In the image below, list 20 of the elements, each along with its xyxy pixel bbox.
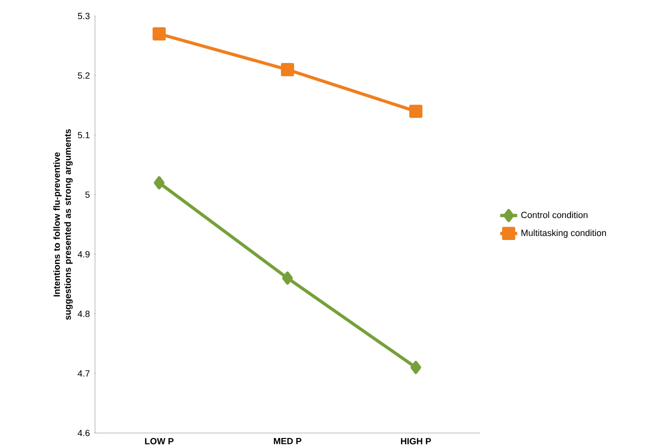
- point: [409, 104, 422, 118]
- legend-label: Multitasking condition: [522, 229, 606, 238]
- point: [154, 176, 164, 190]
- y-tick-label: 4.6: [78, 430, 90, 436]
- point: [280, 63, 294, 76]
- y-tick-label: 4.9: [78, 251, 90, 258]
- y-tick-label: 5.2: [78, 72, 90, 79]
- y-tick-label: 4.8: [78, 310, 90, 318]
- point: [410, 360, 422, 374]
- y-tick-label: 5.3: [78, 12, 90, 20]
- x-tick-label: HIGH P: [400, 438, 431, 444]
- y-tick-label: 5.1: [78, 132, 90, 138]
- point: [152, 27, 166, 40]
- y-tick-label: 5: [85, 192, 90, 198]
- y-axis-title: Intentions to follow flu-preventive suggestions presented as strong arguments: [53, 129, 73, 320]
- x-tick-label: LOW P: [145, 438, 174, 444]
- y-tick-label: 4.7: [78, 370, 90, 377]
- point: [282, 272, 293, 285]
- legend-label: Control condition: [521, 212, 588, 218]
- x-tick-label: MED P: [274, 438, 302, 444]
